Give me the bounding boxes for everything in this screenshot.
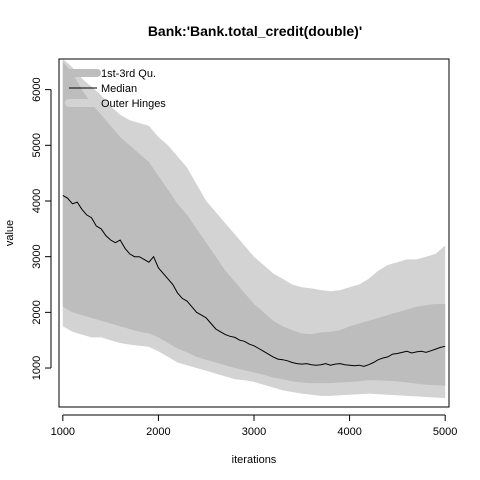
- legend-label: Outer Hinges: [101, 98, 166, 110]
- y-axis: 1000 2000 3000 4000 5000 6000: [31, 77, 51, 380]
- x-tick-label: 4000: [337, 426, 361, 438]
- y-tick-label: 4000: [31, 189, 43, 213]
- x-axis: 1000 2000 3000 4000 5000: [51, 415, 458, 438]
- y-tick-label: 1000: [31, 356, 43, 380]
- y-tick-label: 3000: [31, 244, 43, 268]
- legend-label: Median: [101, 83, 137, 95]
- y-axis-label: value: [4, 220, 16, 246]
- x-tick-label: 1000: [51, 426, 75, 438]
- chart-title: Bank:'Bank.total_credit(double)': [148, 23, 362, 39]
- y-tick-label: 6000: [31, 77, 43, 101]
- x-tick-label: 2000: [146, 426, 170, 438]
- x-axis-label: iterations: [232, 454, 277, 466]
- x-tick-label: 5000: [433, 426, 457, 438]
- x-tick-label: 3000: [242, 426, 266, 438]
- y-tick-label: 2000: [31, 300, 43, 324]
- y-tick-label: 5000: [31, 133, 43, 157]
- legend-label: 1st-3rd Qu.: [101, 68, 156, 80]
